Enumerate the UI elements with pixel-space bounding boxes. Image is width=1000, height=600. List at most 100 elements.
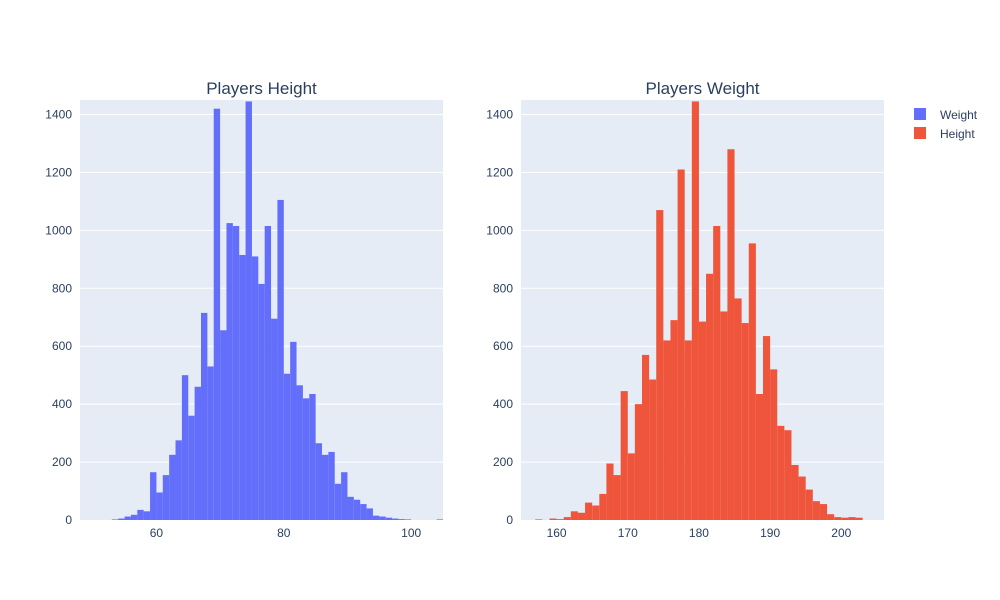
x-tick-label: 80 — [277, 526, 291, 540]
histogram-bar-players-weight[interactable] — [734, 298, 742, 520]
histogram-bar-players-weight[interactable] — [649, 379, 657, 520]
histogram-bar-players-height[interactable] — [207, 366, 214, 520]
histogram-bar-players-height[interactable] — [220, 330, 227, 520]
y-tick-label: 400 — [493, 397, 513, 411]
histogram-bar-players-height[interactable] — [385, 517, 393, 520]
histogram-bar-players-weight[interactable] — [812, 501, 820, 520]
histogram-bar-players-weight[interactable] — [727, 149, 735, 520]
histogram-bar-players-weight[interactable] — [841, 517, 849, 520]
legend-item-weight[interactable]: Weight — [914, 108, 978, 122]
histogram-bar-players-height[interactable] — [143, 511, 151, 520]
histogram-bar-players-height[interactable] — [404, 519, 412, 520]
histogram-bar-players-height[interactable] — [341, 472, 348, 520]
histogram-bar-players-height[interactable] — [175, 440, 182, 520]
histogram-bar-players-height[interactable] — [169, 454, 176, 520]
histogram-bar-players-weight[interactable] — [855, 517, 863, 520]
histogram-bar-players-weight[interactable] — [613, 475, 621, 520]
histogram-bar-players-height[interactable] — [398, 519, 405, 520]
histogram-bar-players-height[interactable] — [156, 492, 163, 520]
histogram-bar-players-weight[interactable] — [549, 518, 557, 520]
histogram-bar-players-height[interactable] — [137, 509, 144, 520]
histogram-bar-players-height[interactable] — [239, 254, 246, 520]
histogram-bar-players-weight[interactable] — [592, 505, 600, 520]
histogram-bar-players-height[interactable] — [302, 398, 310, 520]
histogram-bar-players-height[interactable] — [181, 375, 189, 520]
histogram-bar-players-height[interactable] — [232, 226, 240, 520]
histogram-bar-players-height[interactable] — [366, 508, 373, 520]
histogram-bar-players-weight[interactable] — [848, 517, 856, 520]
histogram-bar-players-weight[interactable] — [713, 226, 721, 520]
histogram-bar-players-weight[interactable] — [570, 511, 578, 520]
histogram-bar-players-weight[interactable] — [805, 489, 813, 520]
histogram-bar-players-weight[interactable] — [755, 394, 763, 520]
histogram-bar-players-height[interactable] — [251, 256, 259, 520]
histogram-bar-players-weight[interactable] — [819, 504, 828, 520]
histogram-bar-players-weight[interactable] — [834, 517, 842, 520]
legend-item-height[interactable]: Height — [914, 127, 975, 141]
histogram-bar-players-height[interactable] — [277, 199, 284, 520]
histogram-bar-players-height[interactable] — [315, 443, 322, 520]
histogram-bar-players-weight[interactable] — [577, 512, 586, 520]
x-axis-ticks-players-weight: 160 170 180 190 200 — [547, 526, 852, 540]
histogram-bar-players-height[interactable] — [188, 415, 195, 520]
histogram-bar-players-height[interactable] — [258, 283, 265, 520]
histogram-bar-players-weight[interactable] — [585, 502, 593, 520]
histogram-bar-players-height[interactable] — [271, 318, 278, 520]
histogram-bar-players-height[interactable] — [360, 504, 367, 520]
histogram-bar-players-weight[interactable] — [663, 340, 671, 520]
histogram-bar-players-weight[interactable] — [827, 514, 835, 520]
histogram-bar-players-height[interactable] — [328, 451, 335, 520]
histogram-bar-players-weight[interactable] — [748, 243, 756, 520]
histogram-bar-players-height[interactable] — [130, 514, 138, 520]
histogram-bar-players-weight[interactable] — [677, 169, 685, 520]
histogram-bar-players-weight[interactable] — [777, 425, 785, 520]
histogram-bar-players-height[interactable] — [245, 101, 252, 520]
histogram-bar-players-height[interactable] — [201, 312, 208, 520]
histogram-bar-players-height[interactable] — [379, 516, 386, 520]
histogram-bar-players-height[interactable] — [353, 499, 361, 520]
histogram-bar-players-weight[interactable] — [691, 101, 699, 520]
histogram-bar-players-height[interactable] — [118, 518, 125, 520]
histogram-bar-players-weight[interactable] — [720, 311, 728, 520]
histogram-bar-players-height[interactable] — [296, 385, 303, 520]
histogram-bar-players-weight[interactable] — [606, 463, 614, 520]
histogram-bar-players-weight[interactable] — [706, 273, 714, 520]
histogram-bar-players-height[interactable] — [290, 341, 297, 520]
histogram-bar-players-height[interactable] — [194, 386, 201, 520]
y-tick-label: 200 — [52, 455, 72, 469]
histogram-bar-players-weight[interactable] — [563, 517, 571, 520]
histogram-bar-players-height[interactable] — [226, 223, 233, 520]
histogram-bar-players-height[interactable] — [436, 519, 443, 520]
histogram-bar-players-weight[interactable] — [798, 476, 806, 520]
histogram-bar-players-height[interactable] — [264, 226, 272, 520]
histogram-bar-players-weight[interactable] — [634, 404, 642, 520]
histogram-bar-players-weight[interactable] — [670, 320, 678, 520]
histogram-bar-players-weight[interactable] — [698, 321, 707, 520]
histogram-bar-players-height[interactable] — [283, 373, 291, 520]
histogram-bar-players-weight[interactable] — [656, 210, 664, 520]
histogram-bar-players-height[interactable] — [150, 472, 157, 520]
histogram-bar-players-weight[interactable] — [784, 430, 792, 520]
histogram-bar-players-weight[interactable] — [791, 464, 799, 520]
histogram-bar-players-height[interactable] — [322, 454, 329, 520]
histogram-bar-players-weight[interactable] — [535, 519, 543, 520]
histogram-bar-players-weight[interactable] — [627, 453, 635, 520]
histogram-bar-players-weight[interactable] — [599, 493, 607, 520]
histogram-bar-players-height[interactable] — [372, 515, 380, 520]
histogram-bar-players-height[interactable] — [347, 496, 354, 520]
histogram-bar-players-weight[interactable] — [556, 519, 564, 520]
histogram-bar-players-height[interactable] — [124, 516, 131, 520]
histogram-bar-players-height[interactable] — [334, 483, 342, 520]
x-tick-label: 160 — [547, 526, 567, 540]
histogram-bar-players-height[interactable] — [213, 108, 221, 521]
histogram-bar-players-weight[interactable] — [763, 336, 771, 520]
histogram-bar-players-weight[interactable] — [741, 323, 749, 520]
histogram-bar-players-height[interactable] — [392, 518, 399, 520]
histogram-bar-players-height[interactable] — [162, 475, 170, 520]
histogram-bar-players-weight[interactable] — [620, 391, 628, 520]
histogram-bar-players-height[interactable] — [309, 394, 316, 520]
histogram-bar-players-height[interactable] — [111, 519, 119, 520]
histogram-bar-players-weight[interactable] — [684, 340, 692, 520]
histogram-bar-players-weight[interactable] — [642, 354, 650, 520]
histogram-bar-players-weight[interactable] — [770, 369, 778, 520]
